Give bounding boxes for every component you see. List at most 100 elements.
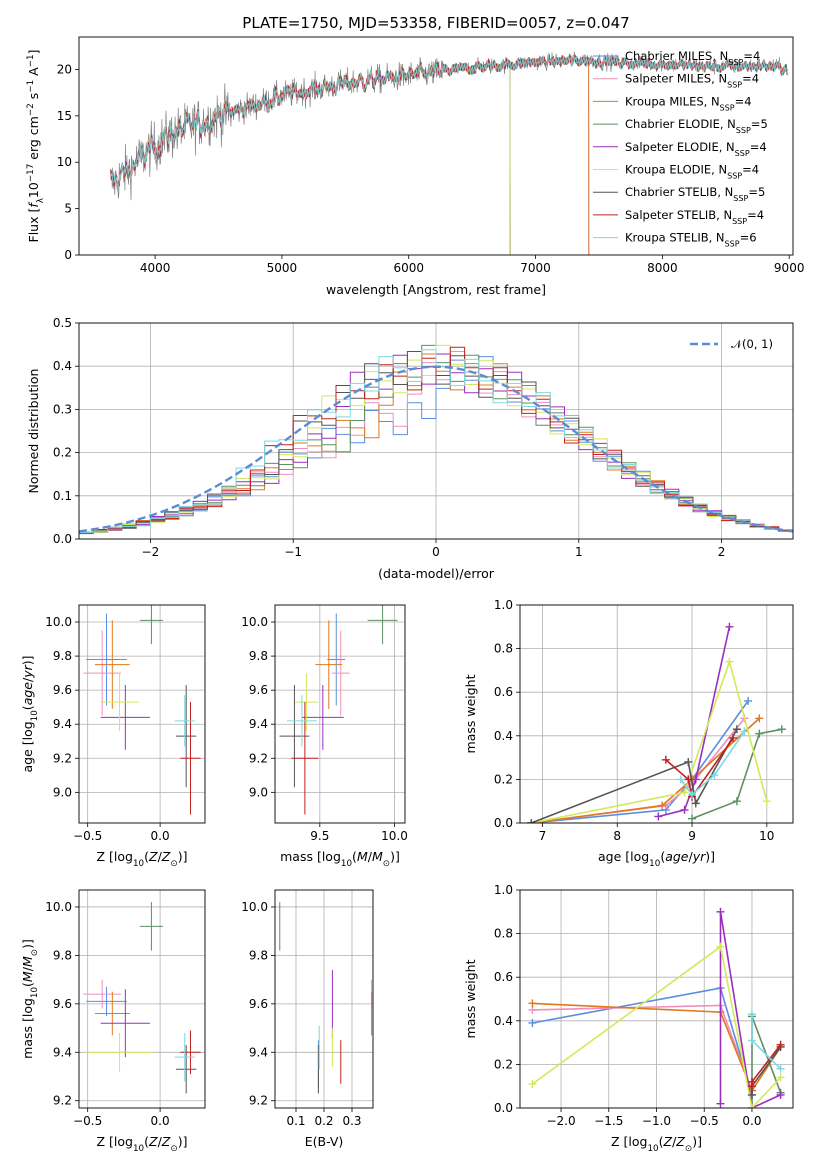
plot-area bbox=[79, 344, 793, 535]
point-kroupa-miles bbox=[315, 620, 343, 709]
point-kroupa-elodie bbox=[100, 673, 139, 732]
y-axis-label: mass [log10(M/M⊙)] bbox=[20, 939, 40, 1059]
series-line bbox=[680, 730, 746, 796]
x-tick-label: 0.0 bbox=[742, 1114, 761, 1128]
y-tick-label: 9.8 bbox=[53, 948, 72, 962]
x-tick-label: 9 bbox=[688, 829, 696, 843]
x-tick-label: −1.0 bbox=[642, 1114, 671, 1128]
axes-weight-vs-age: 7 8 9 10 0.0 0.2 0.4 0.6 0.8 1.0 age [log10(age/yr… bbox=[463, 598, 794, 869]
data-point-marker bbox=[776, 1090, 785, 1099]
axes-frame bbox=[274, 604, 406, 824]
legend-entry-normal: 𝒩(0, 1) bbox=[731, 337, 773, 351]
x-tick-label: 2 bbox=[718, 545, 726, 559]
series-line bbox=[531, 717, 746, 823]
point-salpeter-miles bbox=[331, 630, 350, 716]
x-tick-label: 0.3 bbox=[342, 1114, 361, 1128]
data-point-marker bbox=[676, 775, 685, 784]
series-line bbox=[665, 737, 734, 799]
data-point-marker bbox=[776, 1073, 785, 1082]
y-tick-label: 9.6 bbox=[249, 683, 268, 697]
x-tick-label: −0.5 bbox=[690, 1114, 719, 1128]
data-point-marker bbox=[747, 1090, 756, 1099]
axes-frame bbox=[78, 604, 206, 824]
point-chabrier-elodie bbox=[367, 605, 398, 645]
y-axis-label: Flux [fλ10−17 erg cm−2 s−1 A−1] bbox=[26, 50, 46, 243]
data-point-marker bbox=[716, 942, 725, 951]
plot-area bbox=[83, 902, 201, 1094]
y-tick-label: 0.0 bbox=[494, 1101, 513, 1115]
point-salpeter-stelib bbox=[291, 702, 319, 815]
x-tick-label: 0 bbox=[432, 545, 440, 559]
data-point-marker bbox=[680, 805, 689, 814]
point-chabrier-stelib bbox=[176, 1045, 197, 1094]
legend-entry-salpeter-miles: Salpeter MILES, NSSP=4 bbox=[625, 72, 759, 90]
point-kroupa-stelib bbox=[286, 695, 317, 747]
point-salpeter-elodie bbox=[301, 685, 344, 750]
y-tick-label: 0.1 bbox=[53, 489, 72, 503]
point-kroupa-stelib bbox=[174, 695, 195, 747]
data-point-marker bbox=[661, 755, 670, 764]
x-tick-label: 9.5 bbox=[310, 829, 329, 843]
y-tick-label: 10.0 bbox=[45, 615, 72, 629]
y-tick-label: 10.0 bbox=[241, 900, 268, 914]
y-tick-label: 9.4 bbox=[53, 1045, 72, 1059]
data-point-marker bbox=[755, 729, 764, 738]
x-tick-label: 0.0 bbox=[151, 1114, 170, 1128]
axes-frame bbox=[78, 889, 206, 1109]
data-point-marker bbox=[528, 1018, 537, 1027]
series-line bbox=[532, 1002, 782, 1093]
data-point-marker bbox=[691, 799, 700, 808]
x-tick-label: 1 bbox=[575, 545, 583, 559]
y-tick-label: 0.6 bbox=[494, 685, 513, 699]
data-point-marker bbox=[688, 814, 697, 823]
y-tick-label: 1.0 bbox=[494, 883, 513, 897]
histogram-chabrier-miles bbox=[79, 356, 793, 535]
spectrum-model-line-kroupa-stelib bbox=[110, 53, 789, 193]
plot-area bbox=[83, 605, 201, 815]
series-kroupa-stelib bbox=[676, 727, 749, 799]
x-tick-label: 8 bbox=[613, 829, 621, 843]
series-kroupa-elodie bbox=[528, 942, 785, 1108]
point-chabrier-miles bbox=[86, 613, 127, 706]
y-tick-label: 0.4 bbox=[494, 729, 513, 743]
y-tick-label: 9.4 bbox=[53, 717, 72, 731]
y-axis-label: age [log10(age/yr)] bbox=[20, 655, 40, 772]
y-tick-label: 10 bbox=[57, 155, 72, 169]
legend: 𝒩(0, 1) bbox=[690, 337, 773, 351]
y-tick-label: 9.6 bbox=[249, 997, 268, 1011]
y-tick-label: 9.4 bbox=[249, 1045, 268, 1059]
y-axis-label: mass weight bbox=[463, 674, 478, 753]
x-tick-label: −2 bbox=[142, 545, 160, 559]
data-point-marker bbox=[527, 819, 536, 823]
legend-entry-salpeter-elodie: Salpeter ELODIE, NSSP=4 bbox=[625, 140, 767, 158]
point-kroupa-stelib bbox=[174, 1032, 195, 1082]
data-point-marker bbox=[747, 1077, 756, 1086]
y-tick-label: 0.2 bbox=[53, 446, 72, 460]
data-point-marker bbox=[654, 812, 663, 821]
y-tick-label: 20 bbox=[57, 62, 72, 76]
point-chabrier-stelib bbox=[176, 685, 197, 788]
histogram-kroupa-stelib bbox=[79, 349, 793, 534]
series-line bbox=[532, 1004, 753, 1091]
data-point-marker bbox=[776, 1064, 785, 1073]
series-line bbox=[530, 728, 738, 823]
x-tick-label: 6000 bbox=[393, 261, 424, 275]
legend-entry-salpeter-stelib: Salpeter STELIB, NSSP=4 bbox=[625, 208, 764, 226]
x-tick-label: 4000 bbox=[140, 261, 171, 275]
point-salpeter-stelib bbox=[180, 702, 201, 815]
x-tick-label: −0.5 bbox=[73, 829, 102, 843]
y-tick-label: 9.8 bbox=[249, 649, 268, 663]
axes-residuals: −2 −1 0 1 2 0.0 0.1 0.2 0.3 0.4 0.5 (data-model)/er… bbox=[26, 316, 794, 581]
data-point-marker bbox=[684, 757, 693, 766]
y-tick-label: 10.0 bbox=[45, 900, 72, 914]
data-point-marker bbox=[729, 733, 738, 742]
series-chabrier-elodie bbox=[688, 725, 786, 823]
series-line bbox=[531, 658, 768, 823]
data-point-marker bbox=[725, 622, 734, 631]
y-tick-label: 9.0 bbox=[53, 785, 72, 799]
x-axis-label: age [log10(age/yr)] bbox=[598, 849, 715, 869]
y-tick-label: 0.2 bbox=[494, 772, 513, 786]
x-tick-label: 10 bbox=[759, 829, 774, 843]
point-salpeter-miles bbox=[83, 979, 121, 1009]
x-axis-label: mass [log10(M/M⊙)] bbox=[280, 849, 400, 869]
